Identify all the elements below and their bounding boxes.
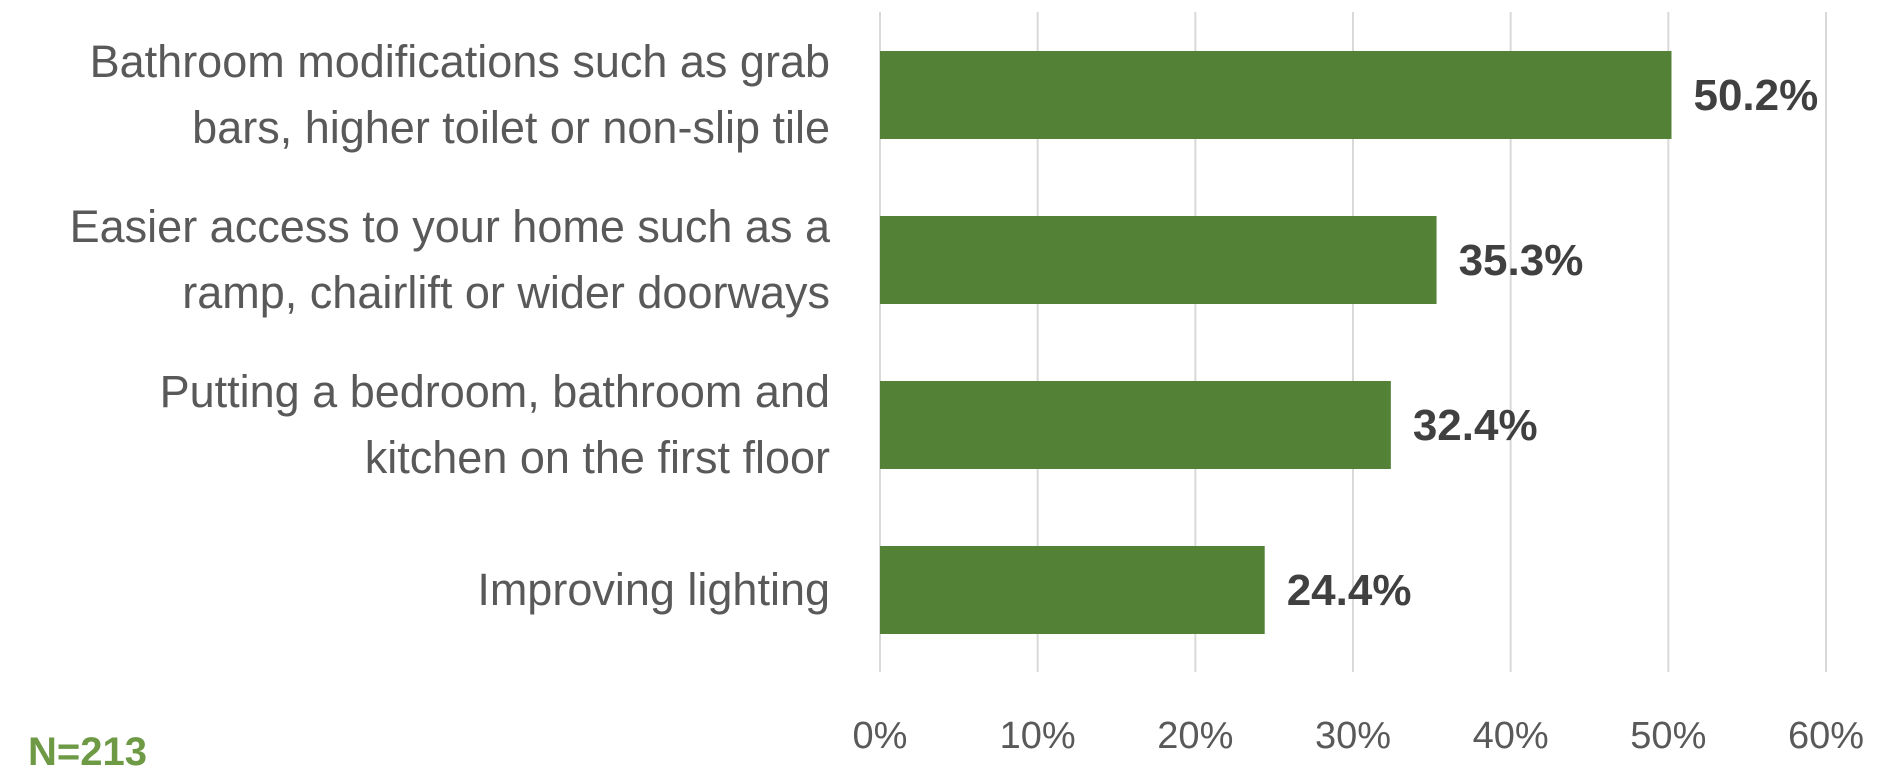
x-tick-label: 10% [1000, 715, 1076, 749]
bar [880, 51, 1672, 139]
data-label: 50.2% [1693, 71, 1818, 120]
category-label-line: kitchen on the first floor [364, 432, 830, 483]
category-label-line: ramp, chairlift or wider doorways [182, 267, 830, 318]
x-tick-label: 30% [1315, 715, 1391, 749]
data-label: 24.4% [1287, 566, 1412, 615]
x-tick-label: 50% [1630, 715, 1706, 749]
x-tick-label: 0% [853, 715, 908, 749]
data-label: 35.3% [1459, 236, 1584, 285]
x-tick-label: 20% [1157, 715, 1233, 749]
x-tick-label: 40% [1473, 715, 1549, 749]
category-label: Bathroom modifications such as grab bars,… [0, 29, 830, 161]
bar [880, 381, 1391, 469]
category-label: Improving lighting [0, 557, 830, 623]
data-labels: 50.2% 35.3% 32.4% 24.4% [1287, 71, 1819, 615]
bar [880, 546, 1265, 634]
chart-canvas: 50.2% 35.3% 32.4% 24.4% 0% 10% 20% 30% 40% 50% 60… [853, 12, 1864, 749]
sample-size-note: N=213 [28, 730, 147, 774]
category-label-line: Bathroom modifications such as grab [89, 36, 830, 87]
bars [880, 51, 1672, 634]
category-label: Putting a bedroom, bathroom and kitchen o… [0, 359, 830, 491]
category-label-line: bars, higher toilet or non-slip tile [192, 102, 830, 153]
category-label-line: Putting a bedroom, bathroom and [159, 366, 830, 417]
x-tick-label: 60% [1788, 715, 1864, 749]
x-axis-ticks: 0% 10% 20% 30% 40% 50% 60% [853, 715, 1864, 749]
category-label: Easier access to your home such as a ramp… [0, 194, 830, 326]
data-label: 32.4% [1413, 401, 1538, 450]
category-label-line: Improving lighting [477, 564, 830, 615]
category-label-line: Easier access to your home such as a [69, 201, 830, 252]
bar-chart: 50.2% 35.3% 32.4% 24.4% 0% 10% 20% 30% 40% 50% 60… [0, 12, 1864, 774]
bar [880, 216, 1437, 304]
